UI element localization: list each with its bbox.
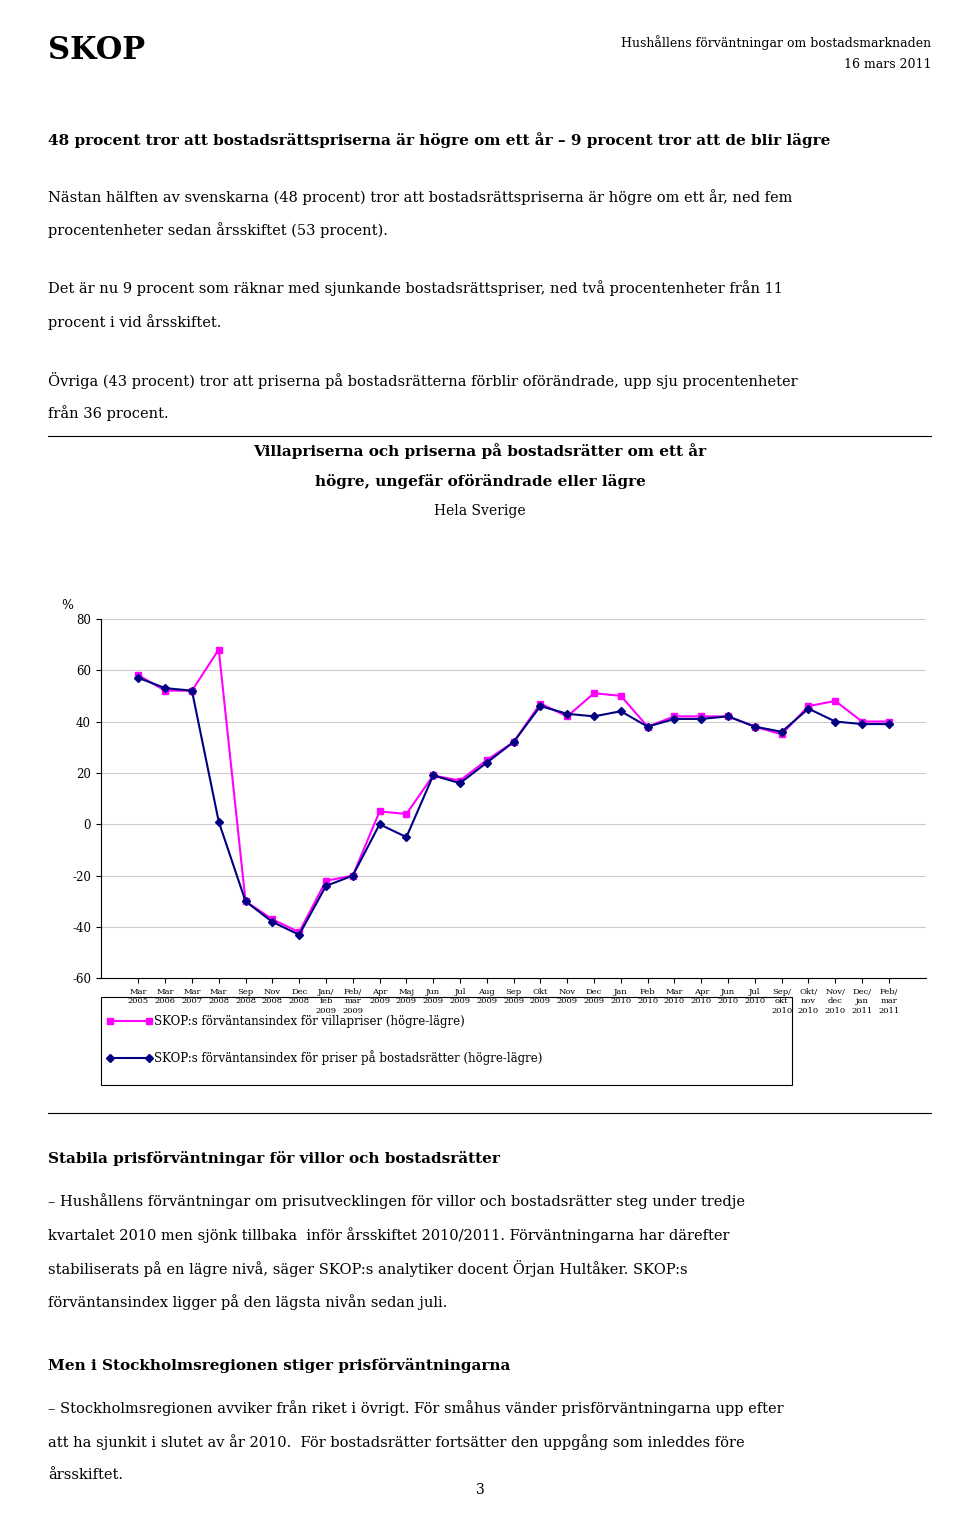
Text: förväntansindex ligger på den lägsta nivån sedan juli.: förväntansindex ligger på den lägsta niv… — [48, 1294, 447, 1309]
Text: Nästan hälften av svenskarna (48 procent) tror att bostadsrättspriserna är högre: Nästan hälften av svenskarna (48 procent… — [48, 189, 792, 204]
Text: stabiliserats på en lägre nivå, säger SKOP:s analytiker docent Örjan Hultåker. S: stabiliserats på en lägre nivå, säger SK… — [48, 1260, 687, 1277]
Text: 16 mars 2011: 16 mars 2011 — [844, 58, 931, 72]
Text: %: % — [61, 599, 73, 611]
Text: SKOP:s förväntansindex för villapriser (högre-lägre): SKOP:s förväntansindex för villapriser (… — [154, 1015, 465, 1027]
Text: 48 procent tror att bostadsrättspriserna är högre om ett år – 9 procent tror att: 48 procent tror att bostadsrättspriserna… — [48, 133, 830, 148]
Text: från 36 procent.: från 36 procent. — [48, 405, 169, 421]
Text: Det är nu 9 procent som räknar med sjunkande bostadsrättspriser, ned två procent: Det är nu 9 procent som räknar med sjunk… — [48, 280, 782, 296]
Text: Villapriserna och priserna på bostadsrätter om ett år: Villapriserna och priserna på bostadsrät… — [253, 443, 707, 459]
Text: kvartalet 2010 men sjönk tillbaka  inför årsskiftet 2010/2011. Förväntningarna h: kvartalet 2010 men sjönk tillbaka inför … — [48, 1227, 730, 1242]
Text: procentenheter sedan årsskiftet (53 procent).: procentenheter sedan årsskiftet (53 proc… — [48, 223, 388, 238]
Text: procent i vid årsskiftet.: procent i vid årsskiftet. — [48, 314, 222, 329]
Text: att ha sjunkit i slutet av år 2010.  För bostadsrätter fortsätter den uppgång so: att ha sjunkit i slutet av år 2010. För … — [48, 1434, 745, 1449]
Text: årsskiftet.: årsskiftet. — [48, 1468, 123, 1481]
Text: SKOP:s förväntansindex för priser på bostadsrätter (högre-lägre): SKOP:s förväntansindex för priser på bos… — [154, 1050, 542, 1065]
Text: Hushållens förväntningar om bostadsmarknaden: Hushållens förväntningar om bostadsmarkn… — [621, 35, 931, 50]
Text: Stabila prisförväntningar för villor och bostadsrätter: Stabila prisförväntningar för villor och… — [48, 1151, 500, 1166]
Bar — [101, 997, 792, 1085]
Text: 3: 3 — [475, 1483, 485, 1497]
Text: Hela Sverige: Hela Sverige — [434, 504, 526, 518]
Text: – Stockholmsregionen avviker från riket i övrigt. För småhus vänder prisförväntn: – Stockholmsregionen avviker från riket … — [48, 1401, 783, 1416]
Text: – Hushållens förväntningar om prisutvecklingen för villor och bostadsrätter steg: – Hushållens förväntningar om prisutveck… — [48, 1193, 745, 1209]
Text: Men i Stockholmsregionen stiger prisförväntningarna: Men i Stockholmsregionen stiger prisförv… — [48, 1358, 511, 1373]
Text: SKOP: SKOP — [48, 35, 145, 66]
Text: högre, ungefär oförändrade eller lägre: högre, ungefär oförändrade eller lägre — [315, 474, 645, 489]
Text: Övriga (43 procent) tror att priserna på bostadsrätterna förblir oförändrade, up: Övriga (43 procent) tror att priserna på… — [48, 372, 798, 389]
